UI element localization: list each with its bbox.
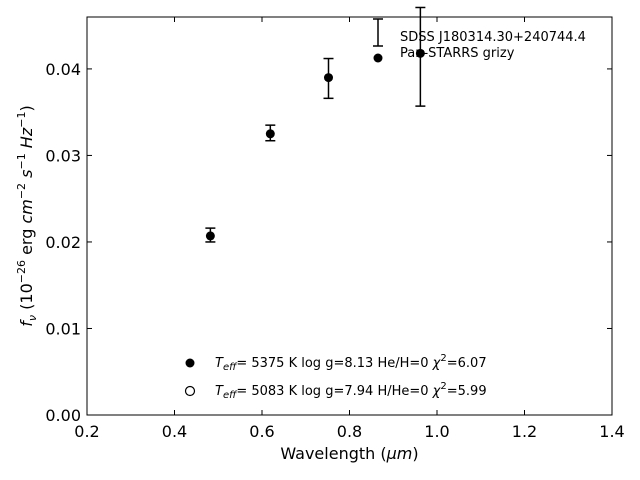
ann0-T: T — [215, 356, 224, 371]
data-point — [265, 129, 275, 139]
x-tick-label: 0.4 — [162, 422, 187, 441]
ann0-k: K log g= — [284, 356, 344, 371]
y-label-hz: Hz — [17, 127, 36, 148]
x-axis-label-main: Wavelength ( — [280, 444, 386, 463]
annotation-open-marker — [184, 385, 196, 397]
ann1-k: K log g= — [284, 384, 344, 399]
legend-dot-marker — [373, 53, 383, 63]
ann1-two: 2 — [440, 381, 446, 392]
ann0-chi: χ — [432, 356, 442, 371]
ann0-chi2: 6.07 — [458, 356, 487, 371]
ann0-logg: 8.13 — [344, 356, 373, 371]
ann1-teff: 5083 — [251, 384, 284, 399]
x-tick-label: 1.0 — [424, 422, 449, 441]
y-axis-label: fν (10−26 erg cm−2 s−1 Hz−1) — [15, 105, 39, 326]
y-label-erg: erg — [17, 224, 36, 260]
ann1-logg: 7.94 — [344, 384, 373, 399]
y-tick-label: 0.02 — [45, 233, 81, 252]
ann0-comp: He/H=0 — [377, 356, 428, 371]
annotation-text-h: Teff= 5083 K log g=7.94 H/He=0 χ2=5.99 — [215, 381, 487, 401]
ann0-two: 2 — [440, 353, 446, 364]
x-axis-label-mu: μm — [386, 444, 413, 463]
y-label-cm: cm — [17, 199, 36, 223]
ann0-eq: = — [236, 356, 251, 371]
data-point — [415, 48, 425, 58]
ann1-comp: H/He=0 — [377, 384, 428, 399]
x-tick-label: 0.8 — [337, 422, 362, 441]
annotation-text-he: Teff= 5375 K log g=8.13 He/H=0 χ2=6.07 — [215, 353, 487, 373]
legend-entry-panstarrs: Pan-STARRS grizy — [400, 46, 515, 61]
y-label-nu: ν — [26, 315, 39, 321]
x-axis-label-close: ) — [412, 444, 418, 463]
legend: SDSS J180314.30+240744.4 Pan-STARRS griz… — [373, 18, 586, 63]
y-label-close: ) — [17, 105, 36, 111]
x-tick-label: 1.4 — [599, 422, 624, 441]
ann0-teff: 5375 — [251, 356, 284, 371]
model-annotation-h: Teff= 5083 K log g=7.94 H/He=0 χ2=5.99 — [184, 381, 487, 401]
data-point — [324, 73, 333, 83]
ann1-chi: χ — [432, 384, 442, 399]
y-tick-label: 0.04 — [45, 60, 81, 79]
ann1-T: T — [215, 384, 224, 399]
y-label-open: (10 — [17, 283, 36, 315]
ticks-layer: 0.2 0.4 0.6 0.8 1.0 1.2 1.4 0.00 0.01 0.02 0.03 0.0… — [45, 17, 625, 441]
ann1-eq: = — [236, 384, 251, 399]
y-label-f: f — [17, 319, 36, 327]
annotation-filled-marker — [185, 358, 195, 368]
y-tick-label: 0.03 — [45, 146, 81, 165]
y-label-exp1: −26 — [15, 260, 28, 283]
y-label-exp3: −1 — [15, 153, 28, 169]
y-label-exp2: −2 — [15, 183, 28, 199]
plot-frame — [86, 16, 613, 416]
ann1-eq2: = — [447, 384, 458, 399]
marks-layer — [205, 6, 426, 243]
ann0-eff: eff — [223, 362, 238, 373]
x-tick-label: 0.6 — [249, 422, 274, 441]
x-tick-label: 1.2 — [512, 422, 537, 441]
y-tick-label: 0.01 — [45, 319, 81, 338]
model-annotation-he: Teff= 5375 K log g=8.13 He/H=0 χ2=6.07 — [185, 353, 487, 373]
y-label-s2: s — [17, 170, 36, 178]
ann0-eq2: = — [447, 356, 458, 371]
y-tick-label: 0.00 — [45, 406, 81, 425]
legend-entry-sdss: SDSS J180314.30+240744.4 — [400, 30, 586, 45]
data-point — [205, 231, 215, 241]
y-label-exp4: −1 — [15, 112, 28, 128]
x-axis-label: Wavelength (μm) — [280, 444, 418, 463]
ann1-chi2: 5.99 — [458, 384, 487, 399]
x-tick-label: 0.2 — [74, 422, 99, 441]
ann1-eff: eff — [223, 390, 238, 401]
